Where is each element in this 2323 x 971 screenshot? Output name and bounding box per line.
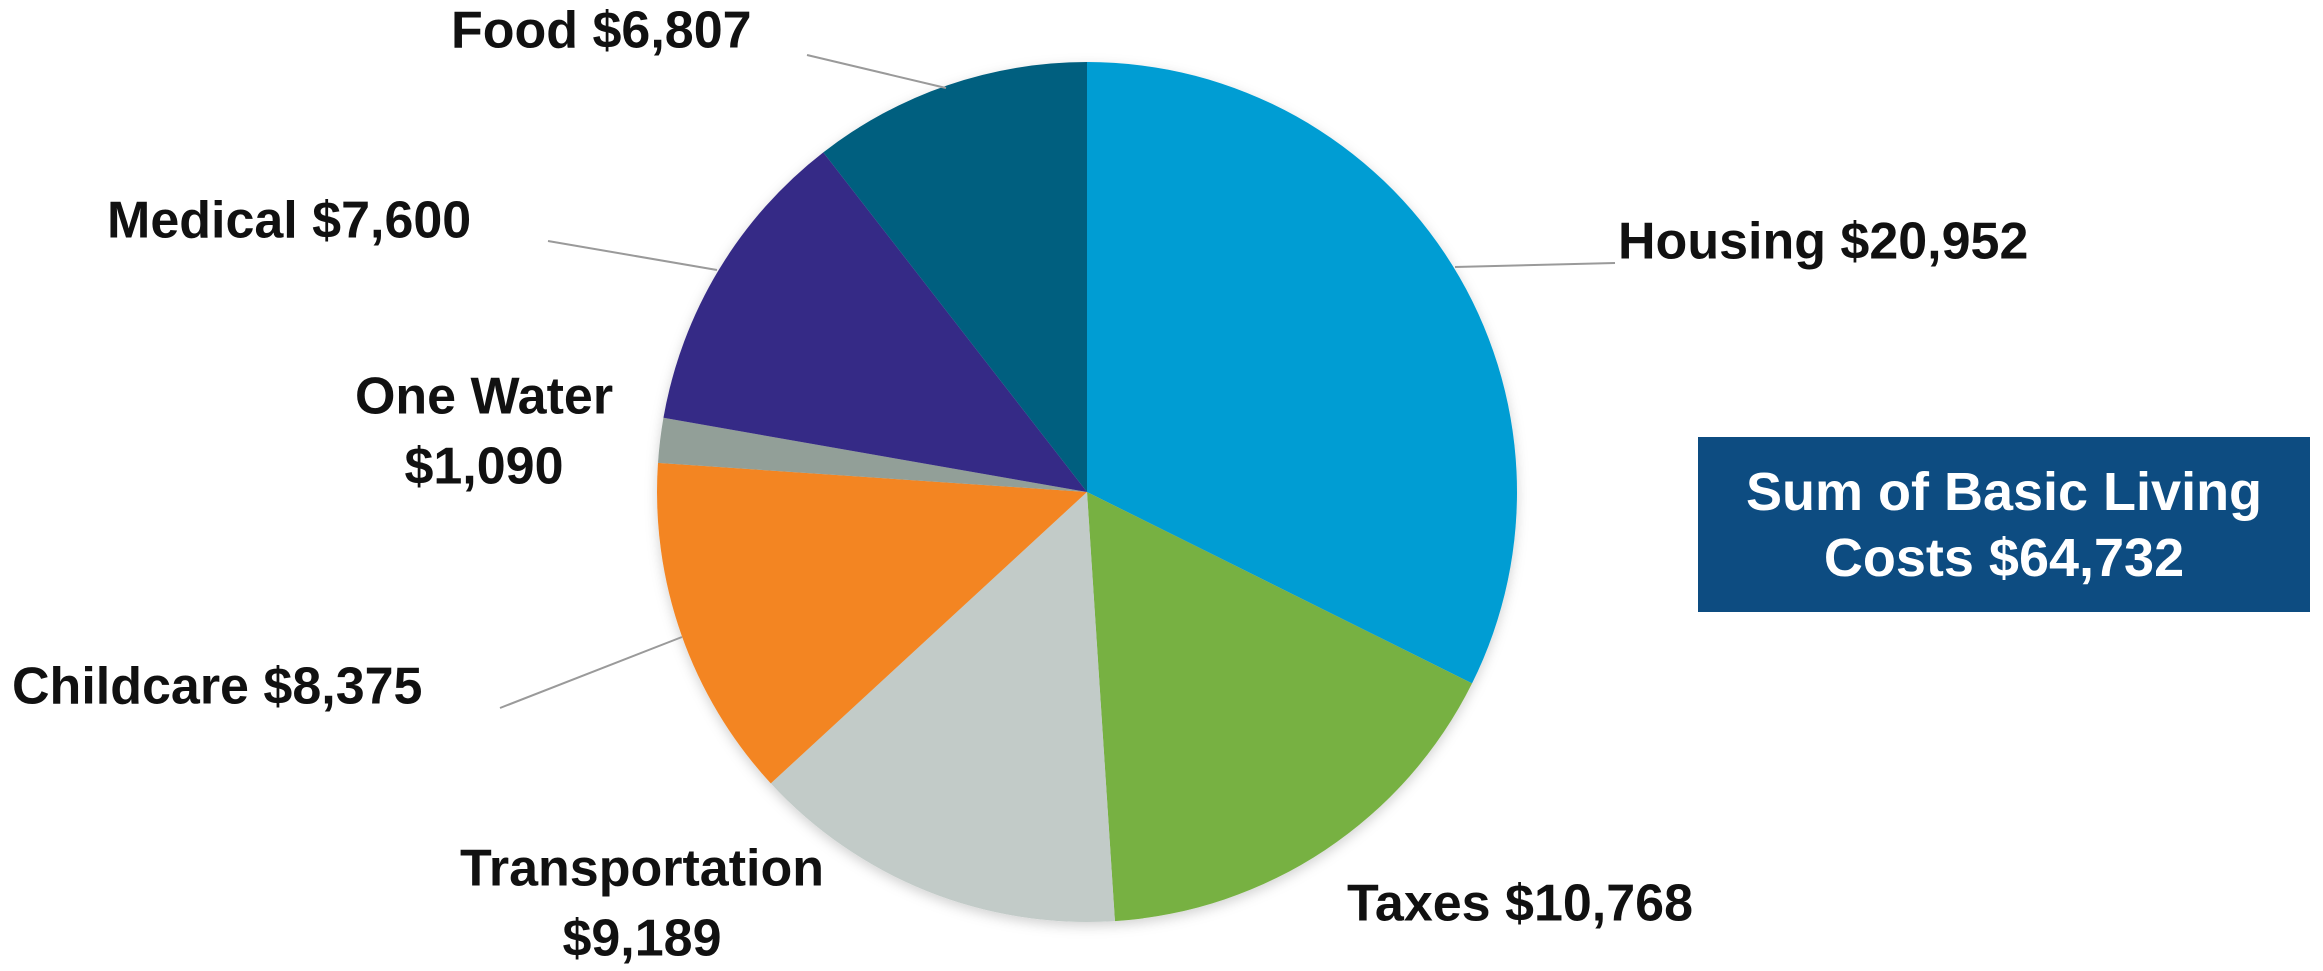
slice-label-housing: Housing $20,952 <box>1618 213 2028 271</box>
leader-line-medical <box>547 240 718 271</box>
slice-label-childcare: Childcare $8,375 <box>12 658 422 716</box>
leader-line-food <box>806 54 947 89</box>
pie-slice-childcare <box>657 462 1087 784</box>
pie-slice-transportation <box>770 492 1115 922</box>
slice-label-medical: Medical $7,600 <box>107 192 471 250</box>
total-costs-line-2: Costs $64,732 <box>1823 527 2185 588</box>
leader-line-housing <box>1454 262 1616 268</box>
pie-slices <box>657 61 1517 922</box>
leader-line-childcare <box>499 636 683 709</box>
total-costs-box: Sum of Basic Living Costs $64,732 <box>1698 437 2310 612</box>
pie-slice-medical <box>663 152 1087 493</box>
pie-slice-one-water <box>657 417 1087 492</box>
leader-lines <box>499 54 1616 709</box>
slice-label-transportation-line-2: $9,189 <box>562 910 721 968</box>
slice-label-transportation-line-1: Transportation <box>460 840 824 898</box>
slice-labels: Housing $20,952 Taxes $10,768 Transportati… <box>12 2 2028 968</box>
slice-label-taxes: Taxes $10,768 <box>1347 875 1693 933</box>
slice-label-one-water-line-2: $1,090 <box>404 438 563 496</box>
total-costs-text: Sum of Basic Living Costs $64,732 <box>1746 459 2262 591</box>
slice-label-one-water-line-1: One Water <box>355 368 613 426</box>
total-costs-line-1: Sum of Basic Living <box>1745 461 2263 522</box>
slice-label-food: Food $6,807 <box>451 2 752 60</box>
pie-slice-food <box>823 61 1087 492</box>
pie-slice-housing <box>1087 62 1517 684</box>
pie-slice-taxes <box>1087 492 1473 922</box>
